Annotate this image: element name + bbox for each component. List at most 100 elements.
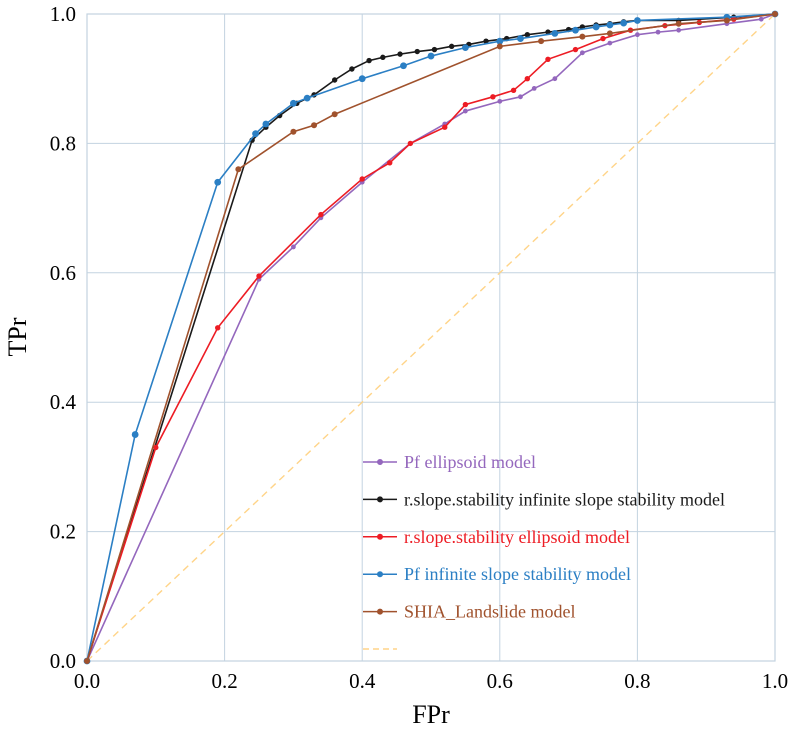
data-point-marker [552, 76, 558, 82]
data-point-marker [531, 86, 537, 91]
series-shia-landslide-model [84, 11, 778, 664]
legend-marker [377, 496, 383, 503]
plot-border [86, 13, 776, 662]
data-point-marker [606, 30, 613, 37]
data-point-marker [380, 54, 386, 61]
data-point-marker [153, 444, 159, 451]
legend-label: SHIA_Landslide model [404, 602, 575, 622]
x-axis-title: FPr [412, 700, 450, 729]
data-point-marker [592, 23, 600, 31]
data-point-marker [655, 29, 661, 35]
legend: Pf ellipsoid model r.slope.stability infi… [363, 452, 725, 650]
data-point-marker [400, 62, 407, 70]
legend-marker [377, 608, 383, 615]
series-line [86, 13, 776, 662]
data-point-marker [462, 101, 469, 108]
y-axis-title: TPr [3, 317, 32, 357]
data-point-marker [431, 46, 438, 53]
data-point-marker [572, 46, 579, 53]
data-point-marker [524, 32, 531, 38]
x-tick-label: 0.8 [624, 669, 650, 693]
legend-item-shia-landslide-model: SHIA_Landslide model [363, 602, 575, 622]
data-point-marker [483, 38, 489, 44]
data-point-marker [579, 33, 586, 40]
y-tick-label: 0.2 [50, 520, 76, 544]
y-tick-label: 0.8 [50, 131, 76, 155]
data-point-marker [772, 11, 778, 17]
data-point-marker [497, 98, 503, 104]
legend-item-r-slope-stability-ellipsoid-model: r.slope.stability ellipsoid model [363, 527, 630, 547]
data-point-marker [359, 176, 365, 182]
data-point-marker [545, 56, 551, 62]
data-point-marker [331, 111, 338, 118]
legend-label: r.slope.stability ellipsoid model [404, 527, 630, 547]
data-point-marker [252, 130, 259, 138]
legend-item-r-slope-stability-infinite-slope-stability-model: r.slope.stability infinite slope stabili… [363, 489, 725, 509]
legend-item-pf-infinite-slope-stability-model: Pf infinite slope stability model [363, 564, 631, 584]
data-point-marker [607, 40, 613, 46]
data-point-marker [311, 122, 318, 129]
x-tick-label: 0.0 [74, 669, 100, 693]
legend-item-pf-ellipsoid-model: Pf ellipsoid model [363, 452, 536, 472]
x-tick-label: 0.6 [487, 669, 513, 693]
data-point-marker [758, 16, 764, 22]
reference-diagonal-line [86, 13, 776, 662]
data-point-marker [600, 35, 606, 42]
data-point-marker [538, 38, 545, 45]
data-point-marker [256, 273, 262, 279]
y-tick-label: 0.6 [50, 261, 76, 285]
legend-label: Pf infinite slope stability model [404, 564, 631, 584]
data-point-marker [291, 244, 296, 250]
data-point-marker [572, 26, 579, 34]
data-point-marker [510, 87, 517, 94]
series-pf-infinite-slope-stability-model [83, 10, 779, 665]
y-tick-labels: 0.0 0.2 0.4 0.6 0.8 1.0 [50, 2, 77, 673]
data-point-marker [675, 20, 682, 27]
data-point-marker [496, 37, 504, 45]
data-point-marker [635, 32, 640, 38]
data-point-marker [496, 43, 503, 50]
data-point-marker [517, 35, 524, 42]
data-point-marker [463, 108, 468, 114]
data-point-marker [407, 140, 414, 147]
data-point-marker [303, 94, 311, 102]
data-point-marker [427, 52, 435, 60]
data-point-marker [579, 50, 585, 56]
data-point-marker [490, 94, 496, 100]
data-point-marker [606, 21, 614, 29]
data-point-marker [414, 48, 420, 55]
data-point-marker [524, 76, 531, 82]
data-point-marker [518, 94, 523, 100]
legend-marker [377, 533, 383, 540]
data-point-marker [318, 211, 324, 218]
data-point-marker [634, 17, 641, 24]
x-tick-label: 1.0 [762, 669, 788, 693]
data-point-marker [235, 166, 242, 173]
data-point-marker [462, 44, 469, 52]
legend-marker [377, 571, 383, 578]
x-tick-label: 0.4 [349, 669, 376, 693]
data-point-marker [676, 27, 682, 33]
data-point-marker [214, 178, 222, 186]
data-point-marker [448, 43, 455, 50]
series-line [86, 13, 776, 662]
x-tick-labels: 0.0 0.2 0.4 0.6 0.8 1.0 [74, 669, 788, 693]
data-point-marker [387, 160, 393, 166]
data-point-marker [397, 51, 403, 57]
data-point-marker [442, 124, 448, 130]
data-point-marker [551, 30, 559, 37]
data-point-marker [290, 99, 297, 107]
x-tick-label: 0.2 [211, 669, 237, 693]
legend-label: Pf ellipsoid model [404, 452, 536, 472]
data-point-marker [290, 128, 297, 135]
data-point-marker [331, 77, 338, 83]
data-point-marker [215, 325, 221, 331]
legend-marker [377, 459, 383, 465]
data-point-marker [262, 120, 270, 128]
data-point-marker [620, 19, 628, 27]
data-point-marker [723, 17, 730, 24]
legend-label: r.slope.stability infinite slope stabili… [404, 489, 725, 509]
data-point-marker [358, 75, 366, 83]
